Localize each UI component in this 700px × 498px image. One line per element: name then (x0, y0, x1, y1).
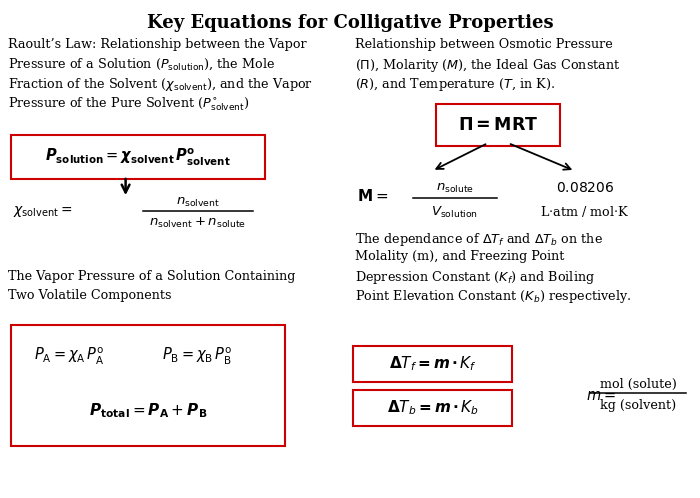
FancyBboxPatch shape (353, 346, 512, 382)
Text: ($R$), and Temperature ($T$, in K).: ($R$), and Temperature ($T$, in K). (355, 76, 555, 93)
FancyBboxPatch shape (353, 390, 512, 426)
Text: The dependance of $\Delta T_f$ and $\Delta T_b$ on the: The dependance of $\Delta T_f$ and $\Del… (355, 231, 603, 248)
Text: $P_{\rm B} = \chi_{\rm B}\,P^{\rm o}_{\rm B}$: $P_{\rm B} = \chi_{\rm B}\,P^{\rm o}_{\r… (162, 346, 232, 367)
Text: Molality (m), and Freezing Point: Molality (m), and Freezing Point (355, 250, 564, 263)
Text: Raoult’s Law: Relationship between the Vapor: Raoult’s Law: Relationship between the V… (8, 38, 307, 51)
Text: $\boldsymbol{\Delta T_f = m \cdot K_f}$: $\boldsymbol{\Delta T_f = m \cdot K_f}$ (389, 355, 477, 374)
Text: Pressure of the Pure Solvent ($P^{\circ}_{\rm solvent}$): Pressure of the Pure Solvent ($P^{\circ}… (8, 95, 249, 113)
FancyBboxPatch shape (11, 325, 285, 446)
Text: $n_{\rm solute}$: $n_{\rm solute}$ (436, 181, 474, 195)
Text: $\mathbf{M} =$: $\mathbf{M} =$ (357, 188, 388, 204)
Text: $\boldsymbol{P}_{\mathbf{solution}} = \boldsymbol{\chi}_{\mathbf{solvent}}\,\bol: $\boldsymbol{P}_{\mathbf{solution}} = \b… (45, 146, 231, 167)
FancyBboxPatch shape (436, 104, 560, 146)
Text: $P_{\rm A} = \chi_{\rm A}\,P^{\rm o}_{\rm A}$: $P_{\rm A} = \chi_{\rm A}\,P^{\rm o}_{\r… (34, 346, 104, 367)
Text: Fraction of the Solvent ($\chi_{\rm solvent}$), and the Vapor: Fraction of the Solvent ($\chi_{\rm solv… (8, 76, 313, 93)
Text: L$\cdot$atm / mol$\cdot$K: L$\cdot$atm / mol$\cdot$K (540, 204, 630, 219)
Text: Relationship between Osmotic Pressure: Relationship between Osmotic Pressure (355, 38, 612, 51)
Text: Two Volatile Components: Two Volatile Components (8, 289, 171, 302)
Text: $\boldsymbol{P}_{\mathbf{total}} = \boldsymbol{P}_{\mathbf{A}} + \boldsymbol{P}_: $\boldsymbol{P}_{\mathbf{total}} = \bold… (89, 402, 207, 420)
Text: $0.08206$: $0.08206$ (556, 181, 614, 195)
Text: $m =$: $m =$ (586, 389, 616, 403)
FancyBboxPatch shape (11, 135, 265, 179)
Text: $\mathbf{\Pi = MRT}$: $\mathbf{\Pi = MRT}$ (458, 117, 538, 133)
Text: $\boldsymbol{\Delta T_b = m \cdot K_b}$: $\boldsymbol{\Delta T_b = m \cdot K_b}$ (386, 399, 479, 417)
Text: $n_{\rm solvent}$: $n_{\rm solvent}$ (176, 195, 220, 209)
Text: kg (solvent): kg (solvent) (600, 398, 676, 411)
Text: $n_{\rm solvent} + n_{\rm solute}$: $n_{\rm solvent} + n_{\rm solute}$ (150, 216, 246, 230)
Text: mol (solute): mol (solute) (600, 377, 676, 390)
Text: The Vapor Pressure of a Solution Containing: The Vapor Pressure of a Solution Contain… (8, 270, 295, 283)
Text: $V_{\rm solution}$: $V_{\rm solution}$ (431, 205, 479, 220)
Text: Depression Constant ($K_f$) and Boiling: Depression Constant ($K_f$) and Boiling (355, 269, 595, 286)
Text: Point Elevation Constant ($K_b$) respectively.: Point Elevation Constant ($K_b$) respect… (355, 288, 631, 305)
Text: $\chi_{\rm solvent} =$: $\chi_{\rm solvent} =$ (13, 204, 73, 219)
Text: Key Equations for Colligative Properties: Key Equations for Colligative Properties (147, 14, 553, 32)
Text: ($\Pi$), Molarity ($M$), the Ideal Gas Constant: ($\Pi$), Molarity ($M$), the Ideal Gas C… (355, 57, 621, 74)
Text: Pressure of a Solution ($P_{\rm solution}$), the Mole: Pressure of a Solution ($P_{\rm solution… (8, 57, 275, 73)
